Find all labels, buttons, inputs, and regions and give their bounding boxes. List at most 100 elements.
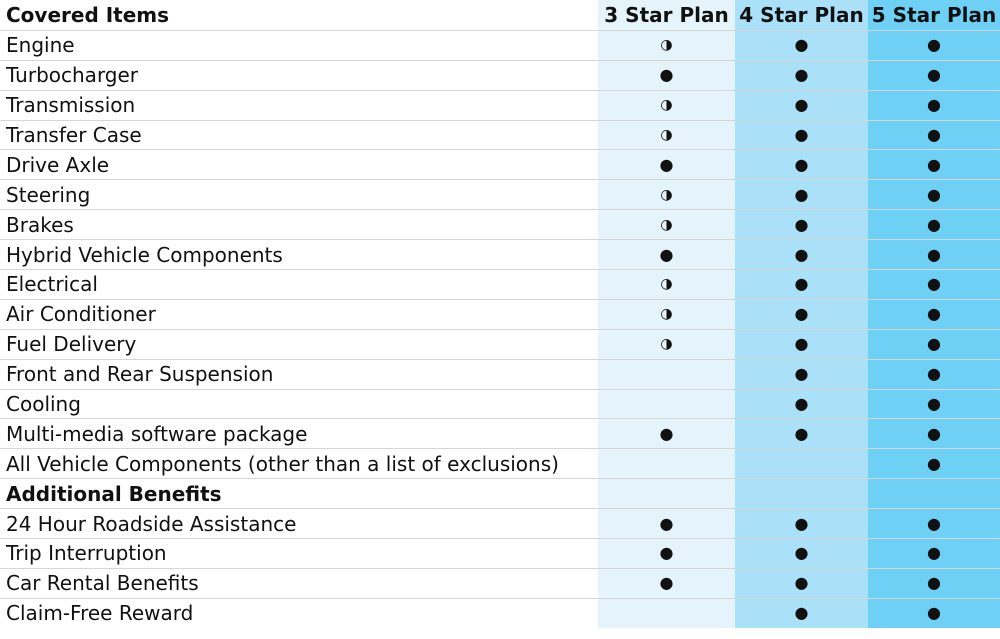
plan-4-star-cell [735,479,868,509]
plan-4-star-cell: ● [735,299,868,329]
plan-5-star-cell: ● [868,539,1000,568]
full-coverage-icon: ● [794,304,809,324]
covered-items-heading: Covered Items [6,2,170,27]
plan-5-star-cell: ● [868,180,1000,210]
full-coverage-icon: ● [794,543,809,563]
table-row: Engine ◑ ● ● [0,29,1000,60]
plan-4-star-cell: ● [735,329,868,359]
full-coverage-icon: ● [927,334,941,354]
plan-5-star-cell: ● [868,449,1000,479]
plan-4-star-cell: ● [735,389,868,419]
full-coverage-icon: ● [927,573,941,593]
plan-3-star-cell: ◑ [598,120,735,150]
full-coverage-icon: ● [794,35,809,55]
full-coverage-icon: ● [794,274,809,294]
table-row: Electrical ◑ ● ● [0,269,1000,299]
plan-4-star-cell: ● [735,60,868,90]
partial-coverage-icon: ◑ [660,216,673,233]
plan-5-star-cell: ● [868,30,1000,60]
plan-5-star-cell: ● [868,359,1000,389]
plan-3-star-cell [598,389,735,419]
table-row: Cooling ● ● [0,388,1000,419]
full-coverage-icon: ● [927,513,941,533]
covered-item-label: Drive Axle [6,152,110,177]
plan-5-star-cell: ● [868,598,1000,628]
covered-item-label: All Vehicle Components (other than a lis… [6,451,559,476]
table-row: 24 Hour Roadside Assistance ● ● ● [0,508,1000,539]
full-coverage-icon: ● [794,125,809,144]
full-coverage-icon: ● [927,154,941,174]
covered-item-label: Cooling [6,392,81,417]
full-coverage-icon: ● [927,543,941,563]
full-coverage-icon: ● [927,125,941,144]
full-coverage-icon: ● [794,95,809,115]
plan-3-star-cell: ● [598,568,735,598]
full-coverage-icon: ● [659,154,674,174]
table-row: All Vehicle Components (other than a lis… [0,448,1000,479]
plan-3-star-cell: ● [598,509,735,539]
covered-item-label: Trip Interruption [6,541,167,566]
full-coverage-icon: ● [927,603,941,623]
plan-4-star-cell: ● [735,90,868,120]
section-row: Additional Benefits [0,478,1000,509]
partial-coverage-icon: ◑ [660,97,673,114]
full-coverage-icon: ● [794,573,809,593]
partial-coverage-icon: ◑ [660,276,673,293]
full-coverage-icon: ● [794,65,809,85]
plan-3-star-cell: ● [598,539,735,568]
full-coverage-icon: ● [927,184,941,204]
plan-5-star-cell: ● [868,299,1000,329]
plan-3-star-cell: ● [598,419,735,449]
table-row: Claim-Free Reward ● ● [0,597,1000,628]
full-coverage-icon: ● [927,364,941,384]
plan-5-star-cell [868,479,1000,509]
plan-3-star-cell: ● [598,150,735,180]
plan-5-star-cell: ● [868,389,1000,419]
covered-item-label: Electrical [6,272,98,297]
plan-3-star-cell: ◑ [598,30,735,60]
covered-item-label: Transmission [6,93,136,118]
partial-coverage-icon: ◑ [660,37,673,54]
plan-4-star-cell: ● [735,270,868,299]
plan-4-star-cell: ● [735,150,868,180]
full-coverage-icon: ● [927,453,941,473]
full-coverage-icon: ● [659,513,674,533]
plan-5-star-cell: ● [868,240,1000,270]
full-coverage-icon: ● [927,95,941,115]
covered-item-label: Steering [6,182,91,207]
plan-4-star-cell: ● [735,539,868,568]
full-coverage-icon: ● [794,394,809,414]
header-row: Covered Items 3 Star Plan 4 Star Plan 5 … [0,0,1000,30]
table-row: Trip Interruption ● ● ● [0,538,1000,568]
plan-3-star-cell [598,479,735,509]
plan-4-star-cell: ● [735,598,868,628]
table-row: Car Rental Benefits ● ● ● [0,567,1000,598]
plan-4-star-cell [735,449,868,479]
partial-coverage-icon: ◑ [660,186,673,203]
plan-4-star-heading: 4 Star Plan [735,0,868,30]
plan-5-star-cell: ● [868,120,1000,150]
full-coverage-icon: ● [794,334,809,354]
plan-3-star-cell: ● [598,60,735,90]
plan-3-star-cell: ◑ [598,270,735,299]
section-heading: Additional Benefits [6,481,222,506]
full-coverage-icon: ● [927,244,941,264]
plan-4-star-cell: ● [735,180,868,210]
full-coverage-icon: ● [927,35,941,55]
full-coverage-icon: ● [794,603,809,623]
full-coverage-icon: ● [794,244,809,264]
plan-5-star-cell: ● [868,210,1000,240]
partial-coverage-icon: ◑ [660,306,673,323]
partial-coverage-icon: ◑ [660,127,673,143]
table-row: Transmission ◑ ● ● [0,89,1000,120]
plan-5-star-cell: ● [868,419,1000,449]
plan-4-star-cell: ● [735,120,868,150]
plan-5-star-cell: ● [868,568,1000,598]
full-coverage-icon: ● [927,423,941,443]
plan-3-star-cell: ◑ [598,90,735,120]
full-coverage-icon: ● [659,573,674,593]
plan-4-star-cell: ● [735,210,868,240]
plan-5-star-cell: ● [868,509,1000,539]
plan-4-star-cell: ● [735,509,868,539]
